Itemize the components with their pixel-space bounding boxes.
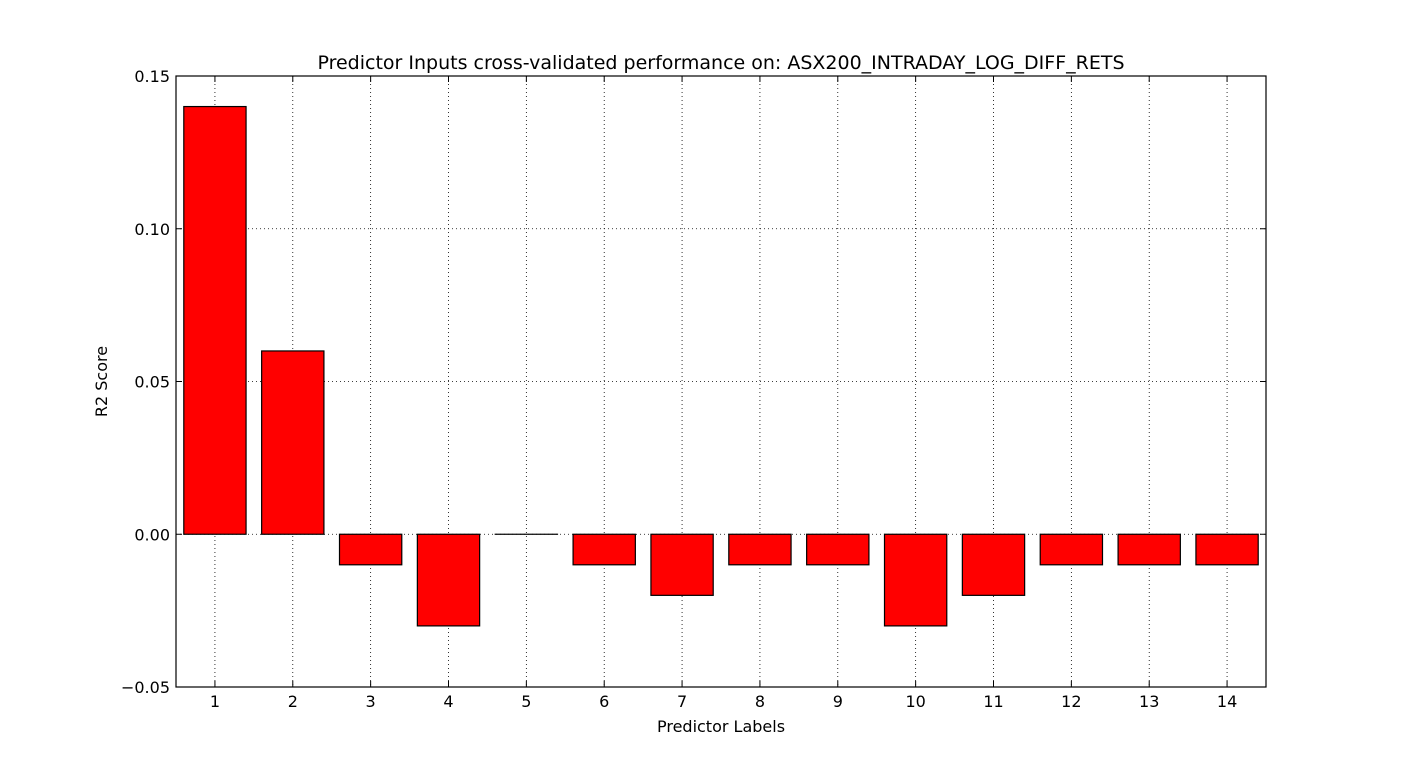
y-tick-label: 0.10 [134,220,170,239]
bars [183,105,1259,627]
x-tick-label: 3 [366,692,376,711]
x-tick-label: 6 [599,692,609,711]
x-tick-label: 12 [1061,692,1081,711]
bar [1117,533,1181,566]
x-tick-label: 1 [210,692,220,711]
bar [572,533,636,566]
bar [183,105,247,535]
bar [1039,533,1104,566]
ticks: 1 2 3 4 5 6 7 8 9 10 11 12 13 14−0.050.000.050.100.15 [121,67,1266,711]
x-tick-label: 8 [755,692,765,711]
x-tick-label: 2 [288,692,298,711]
bar [261,350,325,535]
chart-title: Predictor Inputs cross-validated perform… [317,52,1124,74]
bar [650,533,714,596]
y-tick-label: 0.05 [134,373,170,392]
x-tick-label: 10 [905,692,925,711]
bar [416,533,481,627]
bar [961,533,1026,596]
x-tick-label: 5 [521,692,531,711]
bar [806,533,870,566]
x-tick-label: 9 [833,692,843,711]
x-axis-label: Predictor Labels [657,717,785,736]
bar [728,533,792,566]
x-tick-label: 4 [443,692,453,711]
y-tick-label: 0.15 [134,67,170,86]
x-tick-label: 14 [1217,692,1237,711]
bar [338,533,403,566]
bar [1195,533,1259,566]
bar [883,533,948,627]
y-axis-label: R2 Score [92,346,111,417]
x-tick-label: 7 [677,692,687,711]
y-tick-label: 0.00 [134,525,170,544]
y-tick-label: −0.05 [121,678,170,697]
x-tick-label: 13 [1139,692,1159,711]
x-tick-label: 11 [983,692,1003,711]
